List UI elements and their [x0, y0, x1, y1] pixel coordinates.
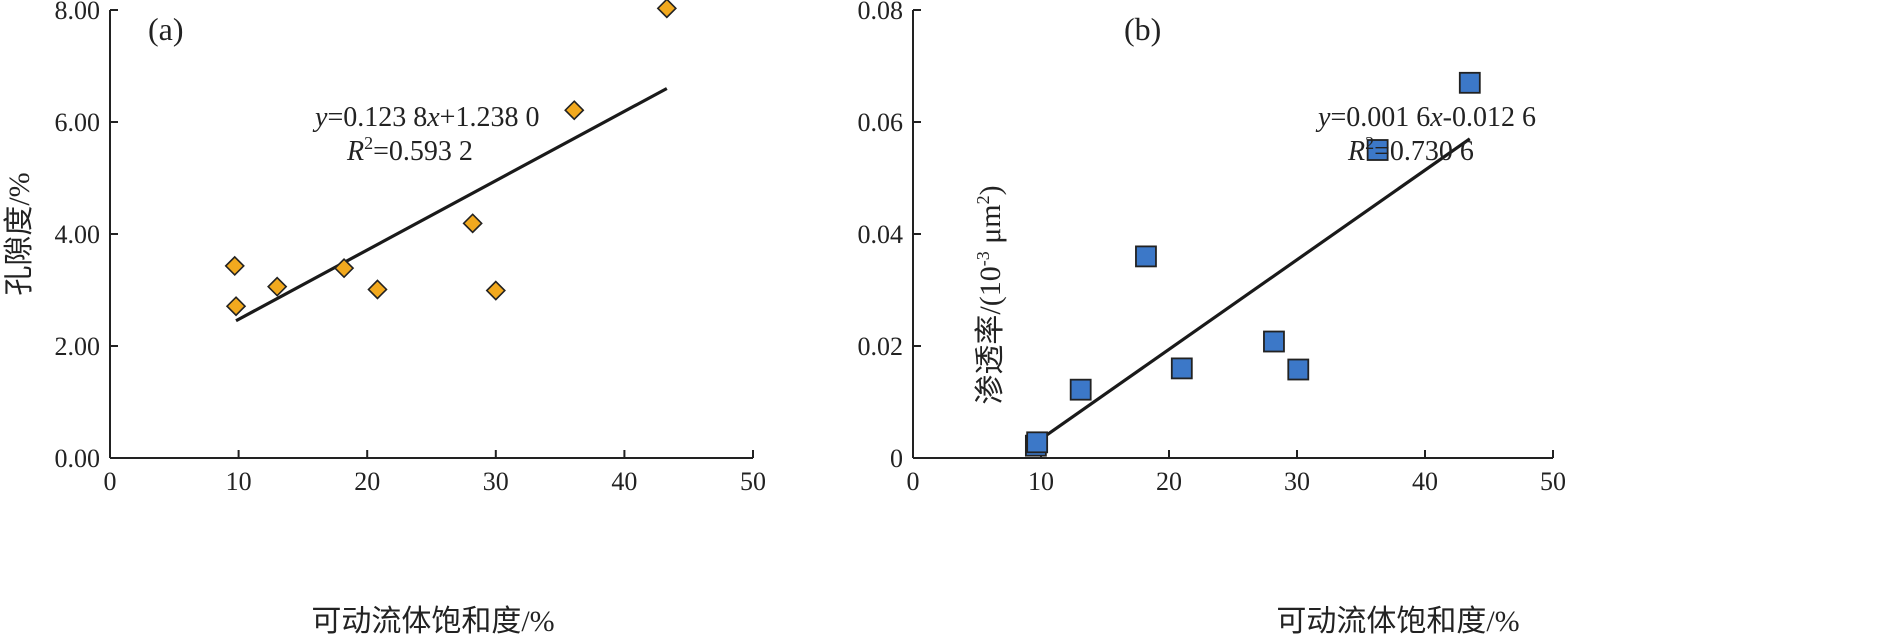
panel-a-point — [462, 213, 483, 234]
panel-a-eq-y: y — [312, 102, 328, 133]
panel-a-eq-tail: +1.238 0 — [440, 102, 540, 133]
panel-a-point — [333, 258, 355, 279]
panel-a-xlabel: 可动流体饱和度/% — [311, 605, 554, 636]
panel-b-fit-line — [1036, 137, 1471, 443]
panel-a-fit — [235, 87, 668, 323]
panel-b-ylabel-end: ) — [974, 185, 1007, 195]
panel-b-y-tick-label: 0.08 — [858, 0, 904, 25]
panel-b-y-tick-label: 0 — [890, 444, 903, 473]
panel-b-eq-y: y — [1315, 102, 1331, 133]
panel-b-point — [1263, 330, 1285, 353]
panel-a-x-tick-label: 50 — [740, 467, 766, 496]
panel-b-y-tick-label: 0.02 — [858, 332, 904, 361]
panel-b-point — [1026, 431, 1049, 454]
panel-b-equation: y=0.001 6x-0.012 6 — [1315, 102, 1536, 133]
panel-a-x-tick-label: 30 — [483, 467, 509, 496]
panel-a-x-tick-label: 40 — [611, 467, 637, 496]
panel-b-eq-x: x — [1429, 102, 1443, 133]
panel-a-equation: y=0.123 8x+1.238 0 — [312, 102, 539, 133]
panel-b-point — [1366, 139, 1389, 161]
panel-a-point — [485, 280, 506, 301]
panel-b-axes — [912, 10, 1553, 459]
panel-b-x-tick-label: 20 — [1156, 467, 1182, 496]
panel-a-point — [224, 255, 245, 277]
panel-b-ylabel-mid: μm — [974, 204, 1007, 251]
panel-b-point — [1135, 245, 1157, 268]
panel-b-point — [1458, 71, 1481, 94]
panel-a-point — [656, 0, 677, 19]
panel-a-x-tick-label: 20 — [354, 467, 380, 496]
panel-b-r-var: R — [1347, 136, 1365, 167]
panel-a-point — [367, 279, 388, 300]
panel-b-x-tick-label: 30 — [1284, 467, 1310, 496]
panel-b-eq-tail: -0.012 6 — [1443, 102, 1536, 133]
panel-b-xlabel: 可动流体饱和度/% — [1276, 605, 1519, 636]
panel-b-fit — [1036, 137, 1471, 443]
panel-b-ticks: 0 10 20 30 40 50 0 0.02 0.04 0.06 0.08 — [858, 0, 1567, 496]
panel-b-ylabel-sup1: -3 — [973, 251, 993, 266]
panel-b-eq-coef: =0.001 6 — [1330, 102, 1430, 133]
panel-a-r-sup: 2 — [364, 133, 373, 153]
panel-b-x-tick-label: 0 — [907, 467, 920, 496]
panel-a-x-tick-label: 10 — [226, 467, 252, 496]
panel-a-r2: R2=0.593 2 — [346, 133, 473, 167]
panel-b: (b) 0 10 20 30 40 50 0 0.02 0.04 0.06 0.08 y=0.001… — [858, 0, 1567, 636]
panel-b-x-tick-label: 10 — [1028, 467, 1054, 496]
panel-b-r2: R2=0.730 6 — [1347, 133, 1474, 167]
panel-b-y-tick-label: 0.04 — [858, 220, 904, 249]
panel-b-point — [1069, 378, 1092, 401]
panel-b-x-tick-label: 50 — [1540, 467, 1566, 496]
panel-a-eq-coef: =0.123 8 — [327, 102, 427, 133]
panel-a-y-tick-label: 2.00 — [55, 332, 101, 361]
panel-b-r-val: =0.730 6 — [1374, 136, 1474, 167]
panel-b-label: (b) — [1124, 11, 1161, 47]
panel-a-points — [224, 0, 677, 317]
panel-a-ticks: 0 10 20 30 40 50 0.00 2.00 4.00 6.00 8.00 — [55, 0, 767, 496]
panel-b-point — [1170, 357, 1193, 380]
panel-a-label: (a) — [148, 11, 184, 47]
panel-a-point — [267, 276, 288, 297]
panel-b-y-tick-label: 0.06 — [858, 108, 904, 137]
panel-b-points — [1024, 71, 1481, 457]
panel-a: (a) 0 10 20 30 40 500.002.004.006.008.00 y=0.… — [3, 0, 766, 636]
panel-a-axes — [109, 10, 753, 459]
panel-b-point — [1287, 358, 1310, 381]
panel-a-fit-line — [235, 87, 668, 323]
panel-b-ylabel-main: 渗透率/(10 — [974, 266, 1007, 404]
panel-a-y-tick-label: 6.00 — [55, 108, 101, 137]
panel-a-x-tick-label: 0 — [104, 467, 117, 496]
panel-a-r-var: R — [346, 136, 364, 167]
panel-a-y-tick-label: 8.00 — [55, 0, 101, 25]
panel-a-y-tick-label: 4.00 — [55, 220, 101, 249]
panel-b-r-sup: 2 — [1365, 133, 1374, 153]
panel-a-point — [564, 100, 585, 121]
panel-a-eq-x: x — [426, 102, 440, 133]
panel-a-point — [225, 296, 247, 317]
panel-a-y-tick-label: 0.00 — [55, 444, 101, 473]
panel-b-ylabel: 渗透率/(10-3 μm2) — [973, 185, 1007, 404]
panel-b-x-tick-label: 40 — [1412, 467, 1438, 496]
panel-a-r-val: =0.593 2 — [373, 136, 473, 167]
panel-b-ylabel-sup2: 2 — [973, 195, 993, 204]
panel-a-ylabel: 孔隙度/% — [3, 172, 36, 295]
